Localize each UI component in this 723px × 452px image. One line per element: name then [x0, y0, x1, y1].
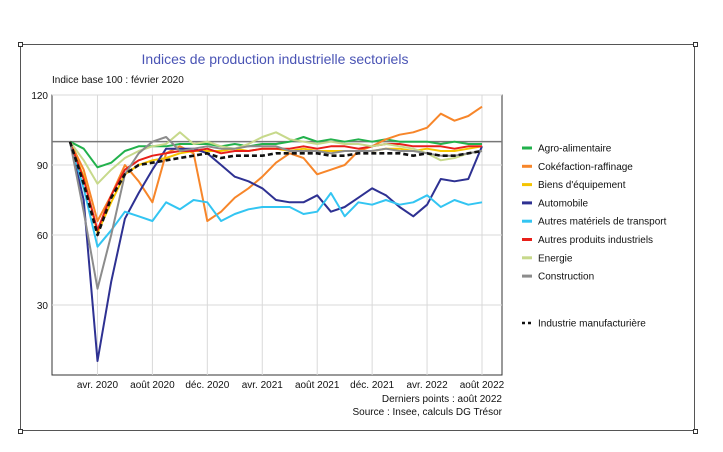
- legend-label: Construction: [538, 272, 594, 283]
- series-line-automobile: [69, 141, 483, 362]
- x-tick-label: déc. 2020: [185, 380, 229, 391]
- chart-frame: [20, 44, 695, 431]
- series-line-agro-alimentaire: [69, 136, 482, 169]
- x-tick-label: avr. 2022: [406, 380, 448, 391]
- y-tick-label: 30: [37, 301, 49, 312]
- chart-subtitle: Indice base 100 : février 2020: [52, 75, 184, 86]
- series-line-construction: [69, 136, 483, 290]
- x-tick-label: août 2020: [130, 380, 175, 391]
- chart-title: Indices de production industrielle secto…: [142, 51, 409, 67]
- legend-label: Autres produits industriels: [538, 235, 653, 246]
- y-tick-label: 120: [31, 91, 48, 102]
- footer-source: Source : Insee, calculs DG Trésor: [352, 407, 502, 418]
- series-line-autres-materiels-de-transport: [69, 141, 483, 248]
- resize-handle-bottom-left[interactable]: [18, 429, 23, 434]
- series-line-industrie-manufacturiere: [68, 141, 483, 237]
- x-tick-label: avr. 2020: [77, 380, 119, 391]
- resize-handle-top-right[interactable]: [693, 42, 698, 47]
- legend-label: Agro-alimentaire: [538, 144, 612, 155]
- legend-label: Energie: [538, 253, 573, 264]
- resize-handle-bottom-right[interactable]: [693, 429, 698, 434]
- y-tick-label: 90: [37, 161, 49, 172]
- legend-label: Industrie manufacturière: [538, 319, 646, 330]
- series-line-energie: [69, 131, 483, 185]
- legend-label: Biens d'équipement: [538, 180, 626, 191]
- x-tick-label: août 2021: [295, 380, 340, 391]
- y-tick-label: 60: [37, 231, 49, 242]
- legend-label: Automobile: [538, 198, 588, 209]
- legend-label: Cokéfaction-raffinage: [538, 162, 633, 173]
- legend-label: Autres matériels de transport: [538, 217, 667, 228]
- x-tick-label: déc. 2021: [350, 380, 394, 391]
- series-line-autres-produits-industriels: [69, 141, 482, 232]
- x-tick-label: août 2022: [460, 380, 505, 391]
- footer-last-points: Derniers points : août 2022: [382, 394, 503, 405]
- x-tick-label: avr. 2021: [242, 380, 284, 391]
- series-line-cokefaction-raffinage: [69, 105, 483, 222]
- resize-handle-top-left[interactable]: [18, 42, 23, 47]
